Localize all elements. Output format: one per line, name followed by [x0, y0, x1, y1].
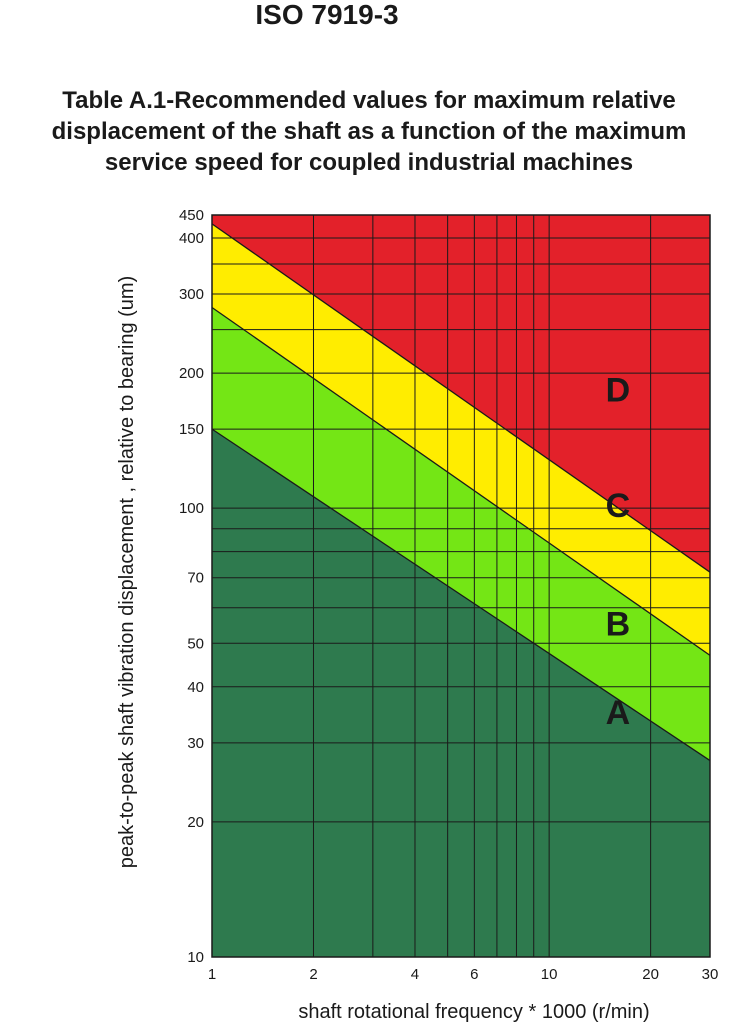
boundary-line-a-b	[211, 428, 711, 762]
boundary-line-b-c	[211, 306, 711, 656]
y-axis-label: peak-to-peak shaft vibration displacemen…	[116, 276, 138, 869]
y-tick-label: 200	[179, 365, 204, 382]
chart-subtitle-line-1: Table A.1-Recommended values for maximum…	[62, 87, 676, 114]
y-tick-label: 40	[187, 679, 204, 696]
plot-frame	[211, 214, 711, 958]
y-tick-label: 150	[179, 421, 204, 438]
zone-c-area	[212, 223, 710, 656]
x-tick-label: 4	[411, 966, 419, 983]
chart-subtitle-line-2: displacement of the shaft as a function …	[52, 118, 687, 145]
zone-a-label: A	[606, 694, 631, 732]
plot-zones	[212, 215, 710, 957]
y-tick-label: 50	[187, 635, 204, 652]
zone-boundaries	[211, 223, 711, 762]
x-axis-label: shaft rotational frequency * 1000 (r/min…	[298, 1001, 649, 1023]
zone-labels: A B C D	[606, 371, 631, 731]
zone-d-area	[212, 215, 710, 573]
x-tick-label: 20	[642, 966, 659, 983]
zone-c-label: C	[606, 487, 631, 525]
x-tick-label: 30	[702, 966, 719, 983]
y-tick-label: 30	[187, 735, 204, 752]
y-tick-label: 450	[179, 207, 204, 224]
y-tick-label: 400	[179, 230, 204, 247]
y-tick-label: 10	[187, 949, 204, 966]
y-tick-label: 300	[179, 286, 204, 303]
y-axis-tick-labels: 10 20 30 40 50 70 100 150 200 300 400 450	[179, 207, 204, 966]
zone-b-label: B	[606, 606, 631, 644]
x-tick-label: 10	[541, 966, 558, 983]
x-tick-label: 1	[208, 966, 216, 983]
zone-b-area	[212, 307, 710, 761]
chart-subtitle-line-3: service speed for coupled industrial mac…	[105, 149, 633, 176]
y-tick-label: 100	[179, 500, 204, 517]
x-tick-label: 2	[309, 966, 317, 983]
zone-d-label: D	[606, 371, 631, 409]
x-tick-label: 6	[470, 966, 478, 983]
x-axis-tick-labels: 1 2 4 6 10 20 30	[208, 966, 719, 983]
chart-title: ISO 7919-3	[255, 0, 398, 30]
zone-a-area	[212, 429, 710, 957]
boundary-line-c-d	[211, 223, 711, 573]
y-tick-label: 70	[187, 570, 204, 587]
y-tick-label: 20	[187, 814, 204, 831]
